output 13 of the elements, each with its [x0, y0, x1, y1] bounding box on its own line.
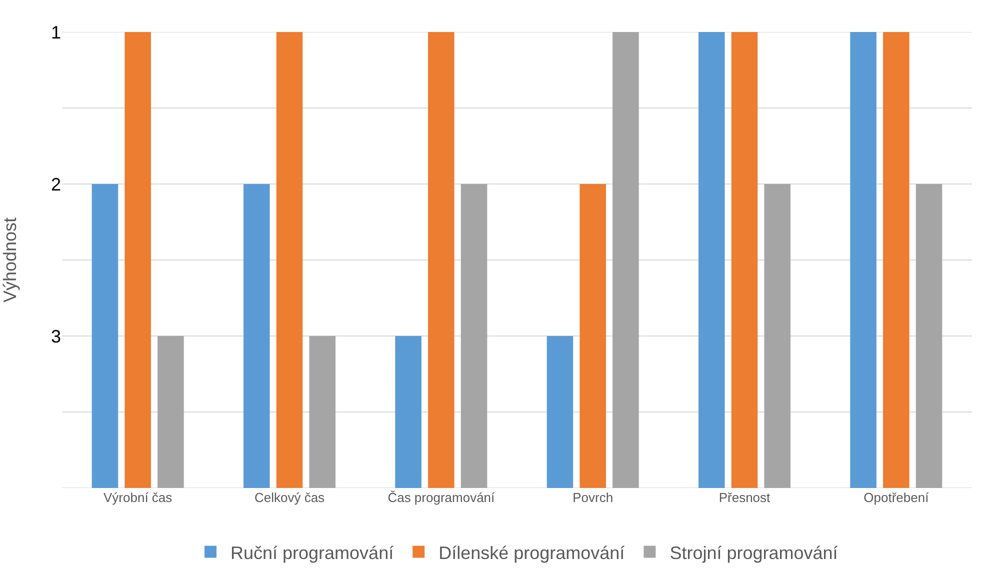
x-tick-label: Výrobní čas	[104, 490, 173, 505]
legend-label: Strojní programování	[670, 542, 838, 563]
y-axis-title: Výhodnost	[0, 217, 20, 303]
x-tick-label: Přesnost	[718, 490, 771, 505]
y-tick-label: 1	[50, 22, 61, 42]
y-tick-label: 3	[50, 326, 61, 346]
x-tick-label: Celkový čas	[254, 490, 326, 505]
y-tick-label: 2	[50, 174, 61, 194]
legend-label: Ruční programování	[230, 542, 394, 563]
legend-label: Dílenské programování	[438, 542, 625, 563]
x-tick-label: Opotřebení	[864, 490, 930, 505]
x-tick-label: Povrch	[572, 490, 614, 505]
x-tick-label: Čas programování	[388, 490, 496, 505]
